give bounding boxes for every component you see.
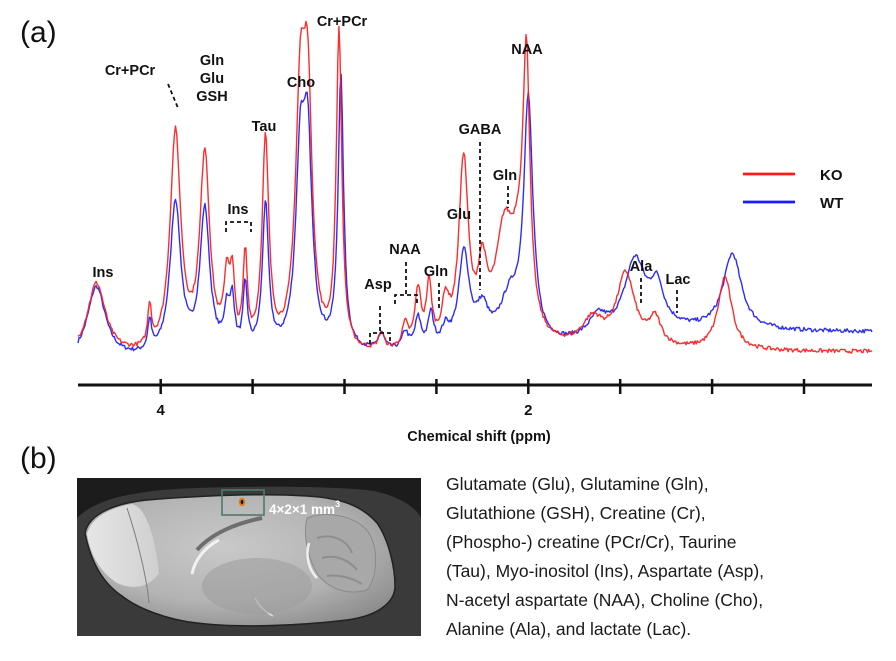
annotation-layer: InsCr+PCrGlnGluGSHInsTauChoCr+PCrAspNAAG… xyxy=(93,14,691,344)
annotation-label: Cr+PCr xyxy=(317,14,368,30)
spectrum-line-wt xyxy=(77,73,873,352)
annotation-tau: Tau xyxy=(252,119,277,135)
annotation-lac: Lac xyxy=(666,272,691,313)
annotation-label: NAA xyxy=(389,242,421,258)
annotation-cho: Cho xyxy=(287,75,315,91)
legend-label-wt: WT xyxy=(820,195,843,212)
annotation-label: Cr+PCr xyxy=(105,63,156,79)
annotation-gln: Gln xyxy=(424,264,448,308)
x-axis-title: Chemical shift (ppm) xyxy=(407,429,551,445)
annotation-label: Ala xyxy=(630,259,654,275)
legend: KO WT xyxy=(743,167,843,212)
annotation-ala: Ala xyxy=(630,259,654,305)
lateral-ventricle xyxy=(195,516,263,552)
olfactory-region xyxy=(87,504,159,587)
annotation-leader xyxy=(167,83,179,109)
x-tick-label: 4 xyxy=(157,402,166,419)
annotation-gaba: GABA xyxy=(459,122,502,290)
sulcus-line xyxy=(126,507,150,604)
spectrum-chart: InsCr+PCrGlnGluGSHInsTauChoCr+PCrAspNAAG… xyxy=(77,14,873,445)
fourth-ventricle xyxy=(306,542,318,579)
annotation-label: Tau xyxy=(252,119,277,135)
annotation-label: Gln xyxy=(493,168,517,184)
annotation-gln-glu-gsh: Gln Glu GSH xyxy=(196,53,227,105)
annotation-label: GSH xyxy=(196,89,227,105)
annotation-glu: Glu xyxy=(447,207,471,223)
abbreviation-line: Alanine (Ala), and lactate (Lac). xyxy=(446,619,692,639)
panel-label-b: (b) xyxy=(20,442,57,475)
thalamus-midbrain xyxy=(202,558,312,614)
panel-label-a: (a) xyxy=(20,16,57,49)
annotation-cr-pcr: Cr+PCr xyxy=(317,14,368,30)
ventricle-bright xyxy=(190,538,220,575)
annotation-bracket xyxy=(369,332,391,344)
voxel-box xyxy=(221,489,265,516)
abbreviation-line: Glutamate (Glu), Glutamine (Gln), xyxy=(446,474,709,494)
cerebellum xyxy=(304,514,376,593)
cerebellar-folia xyxy=(316,535,363,585)
annotation-label: Ins xyxy=(228,202,249,218)
annotation-bracket xyxy=(394,294,418,304)
annotation-label: NAA xyxy=(511,42,543,58)
annotation-label: Lac xyxy=(666,272,691,288)
annotation-label: GABA xyxy=(459,122,502,138)
annotation-label: Ins xyxy=(93,265,114,281)
abbreviation-line: (Phospho-) creatine (PCr/Cr), Taurine xyxy=(446,532,737,552)
abbreviation-line: (Tau), Myo-inositol (Ins), Aspartate (As… xyxy=(446,561,765,581)
annotation-cr-pcr: Cr+PCr xyxy=(105,63,179,109)
abbreviation-legend: Glutamate (Glu), Glutamine (Gln), Glutath… xyxy=(446,470,886,644)
abbreviation-line: Glutathione (GSH), Creatine (Cr), xyxy=(446,503,706,523)
annotation-label: Glu xyxy=(447,207,471,223)
annotation-label: Asp xyxy=(364,277,392,293)
legend-label-ko: KO xyxy=(820,167,843,184)
x-tick-label: 2 xyxy=(524,402,532,419)
annotation-label: Cho xyxy=(287,75,315,91)
spectrum-line-ko xyxy=(77,20,873,354)
annotation-bracket xyxy=(225,221,252,232)
annotation-naa: NAA xyxy=(511,42,543,58)
annotation-label: Glu xyxy=(200,71,224,87)
annotation-ins: Ins xyxy=(93,265,114,281)
annotation-ins: Ins xyxy=(225,202,252,232)
series-layer xyxy=(77,20,873,354)
annotation-asp: Asp xyxy=(364,277,392,344)
annotation-gln: Gln xyxy=(493,168,517,208)
annotation-naa: NAA xyxy=(389,242,421,304)
voxel-marker-center xyxy=(240,500,244,504)
mri-sagittal-image: 4×2×1 mm3 xyxy=(77,478,421,636)
abbreviation-line: N-acetyl aspartate (NAA), Choline (Cho), xyxy=(446,590,764,610)
annotation-label: Gln xyxy=(200,53,224,69)
voxel-size-label: 4×2×1 mm3 xyxy=(269,499,340,517)
annotation-label: Gln xyxy=(424,264,448,280)
